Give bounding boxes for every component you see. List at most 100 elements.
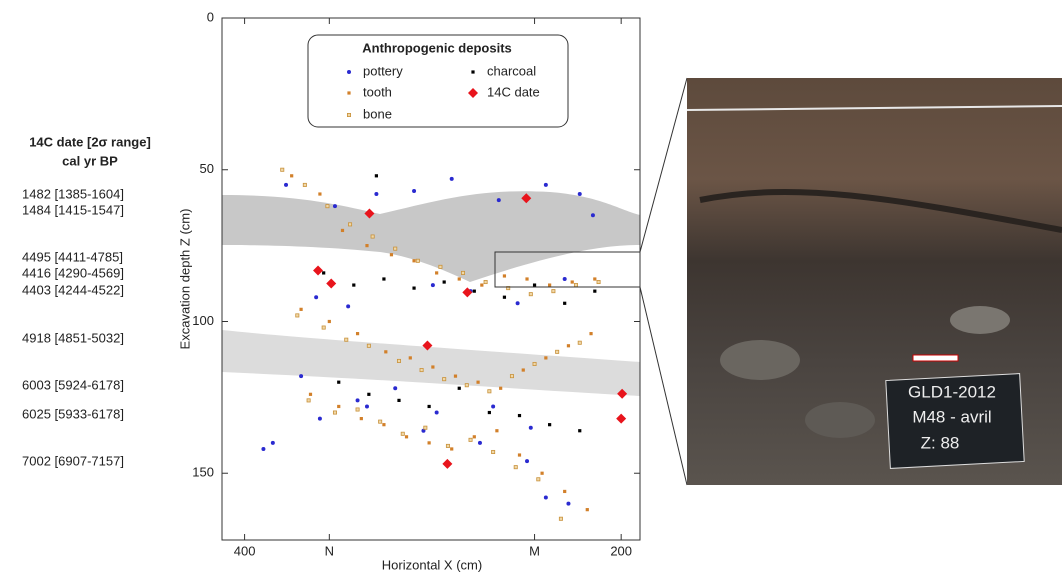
point bbox=[419, 368, 424, 373]
point bbox=[570, 280, 574, 284]
x-tick-label: 400 bbox=[234, 543, 256, 558]
point bbox=[457, 277, 461, 281]
x-tick-label: 200 bbox=[610, 543, 632, 558]
point bbox=[562, 277, 567, 281]
legend-label: tooth bbox=[363, 84, 392, 99]
photo: GLD1-2012 M48 - avril Z: 88 bbox=[686, 78, 1062, 485]
point bbox=[306, 398, 311, 403]
point bbox=[453, 374, 458, 378]
point bbox=[464, 383, 469, 388]
point bbox=[423, 425, 428, 430]
point bbox=[384, 350, 388, 354]
point bbox=[578, 429, 582, 433]
point bbox=[491, 404, 496, 409]
legend-marker bbox=[347, 70, 351, 74]
point bbox=[318, 192, 322, 196]
legend-marker bbox=[347, 91, 351, 95]
point bbox=[496, 198, 501, 203]
point bbox=[355, 407, 360, 412]
point bbox=[563, 301, 567, 305]
y-tick-label: 50 bbox=[200, 161, 214, 176]
point bbox=[617, 388, 628, 399]
legend-label: bone bbox=[363, 106, 392, 121]
point bbox=[299, 374, 304, 379]
side-title: cal yr BP bbox=[62, 153, 118, 168]
point bbox=[525, 459, 530, 464]
point bbox=[326, 278, 337, 289]
date-entry: 7002 [6907-7157] bbox=[22, 453, 124, 468]
point bbox=[540, 471, 544, 475]
layer-band bbox=[222, 191, 640, 282]
point bbox=[270, 440, 275, 445]
point bbox=[502, 295, 507, 299]
date-entry: 6003 [5924-6178] bbox=[22, 377, 124, 392]
legend-marker bbox=[468, 88, 478, 98]
point bbox=[596, 280, 601, 285]
point bbox=[548, 423, 552, 427]
point bbox=[321, 325, 326, 330]
point bbox=[397, 398, 401, 402]
point bbox=[499, 386, 503, 390]
point bbox=[389, 253, 394, 257]
point bbox=[366, 343, 371, 348]
sign-text: Z: 88 bbox=[921, 433, 960, 452]
legend-box bbox=[307, 34, 569, 128]
point bbox=[346, 304, 351, 309]
point bbox=[525, 277, 529, 281]
point bbox=[427, 441, 431, 445]
point bbox=[536, 477, 541, 482]
point bbox=[515, 301, 520, 306]
point bbox=[348, 222, 353, 227]
point bbox=[382, 423, 386, 427]
date-entry: 4416 [4290-4569] bbox=[22, 265, 124, 280]
point bbox=[374, 174, 378, 178]
side-title: 14C date [2σ range] bbox=[29, 134, 151, 149]
date-entry: 6025 [5933-6178] bbox=[22, 406, 124, 421]
point bbox=[364, 404, 369, 409]
legend-title: Anthropogenic deposits bbox=[362, 40, 512, 55]
y-tick-label: 100 bbox=[192, 313, 214, 328]
point bbox=[332, 410, 337, 415]
point bbox=[502, 274, 507, 278]
point bbox=[558, 516, 563, 521]
date-entry: 4403 [4244-4522] bbox=[22, 282, 124, 297]
point bbox=[284, 182, 289, 187]
point bbox=[543, 495, 548, 500]
point bbox=[590, 213, 595, 218]
date-entry: 1484 [1415-1547] bbox=[22, 202, 124, 217]
point bbox=[513, 465, 518, 470]
point bbox=[593, 277, 597, 281]
point bbox=[521, 193, 532, 204]
y-axis-label: Excavation depth Z (cm) bbox=[177, 209, 192, 350]
point bbox=[430, 283, 435, 288]
point bbox=[468, 437, 473, 442]
legend-marker bbox=[471, 70, 475, 74]
point bbox=[435, 271, 439, 275]
point bbox=[412, 259, 416, 263]
point bbox=[472, 435, 476, 439]
y-tick-label: 150 bbox=[192, 465, 214, 480]
point bbox=[325, 204, 330, 209]
point bbox=[487, 389, 492, 394]
point bbox=[421, 428, 426, 433]
point bbox=[404, 435, 409, 439]
y-tick-label: 0 bbox=[207, 9, 214, 24]
point bbox=[355, 398, 360, 403]
point bbox=[457, 386, 461, 390]
point bbox=[400, 431, 405, 436]
point bbox=[317, 416, 322, 421]
point bbox=[367, 392, 371, 396]
point bbox=[548, 283, 552, 287]
point bbox=[577, 340, 582, 345]
point bbox=[393, 386, 398, 391]
point bbox=[521, 368, 525, 372]
point bbox=[302, 182, 307, 187]
connector bbox=[639, 77, 688, 253]
point bbox=[445, 443, 450, 448]
point bbox=[355, 332, 360, 336]
point bbox=[450, 447, 454, 451]
point bbox=[313, 265, 324, 276]
point bbox=[487, 410, 491, 415]
point bbox=[491, 449, 496, 454]
point bbox=[352, 283, 356, 287]
